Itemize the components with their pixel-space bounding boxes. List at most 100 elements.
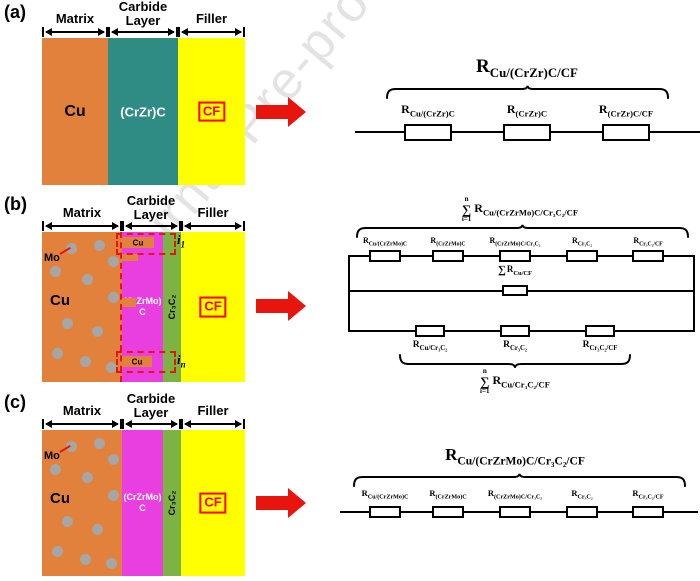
double-arrow-icon xyxy=(42,27,108,37)
resistor-box xyxy=(566,506,598,518)
mo-particle xyxy=(94,438,105,449)
resistor-box xyxy=(369,506,401,518)
mo-particle xyxy=(50,464,61,475)
resistor-box xyxy=(632,506,664,518)
double-arrow-icon xyxy=(42,221,122,231)
double-arrow-icon xyxy=(108,27,178,37)
resistor-box xyxy=(404,124,452,141)
resistor-box xyxy=(432,250,464,262)
interface-label-i1: i1 xyxy=(177,232,186,250)
cf-label-c: CF xyxy=(199,492,227,514)
flow-arrow-icon xyxy=(256,291,306,321)
sum-expression-mid: ∑ RCu/CF xyxy=(455,264,575,277)
cu-label-b: Cu xyxy=(50,292,70,309)
mo-particle xyxy=(62,516,73,527)
sigma-icon: ∑ xyxy=(497,264,506,277)
cf-label-a: CF xyxy=(197,101,226,122)
resistor-label: R(CrZr)C/CF xyxy=(598,102,654,119)
mo-particle xyxy=(108,256,119,267)
cu-finger-top: Cu xyxy=(122,237,154,248)
resistor-box xyxy=(500,325,530,337)
brace xyxy=(399,354,631,368)
header-carbide-b: Carbide Layer xyxy=(126,193,176,223)
carbide-label-a: (CrZr)C xyxy=(120,104,166,119)
mo-particle xyxy=(94,240,105,251)
mo-particle xyxy=(108,490,119,501)
resistor-label: RCu/Cr₃C₂ xyxy=(412,340,448,352)
sum-resistance-label: RCu/(CrZrMo)C/Cr₃C₂/CF xyxy=(474,201,579,218)
mo-particle xyxy=(52,348,63,359)
brace xyxy=(353,473,686,487)
mo-particle xyxy=(106,362,117,373)
mo-particle xyxy=(92,524,103,535)
carbide-label-c: (CrZrMo) C xyxy=(123,492,162,513)
flow-arrow-icon xyxy=(256,488,306,518)
sum-expression-bottom: n ∑ i=1 RCu/Cr₃C₂/CF xyxy=(395,368,635,395)
cr3c2-strip-b: Cr₃C₂ xyxy=(163,232,181,382)
resistor-box xyxy=(415,325,445,337)
header-filler-a: Filler xyxy=(195,11,228,26)
filler-block-b: CF xyxy=(181,232,245,382)
panel-c-label: (c) xyxy=(4,392,26,412)
double-arrow-icon xyxy=(181,221,245,231)
mo-label-c: Mo xyxy=(44,450,60,462)
header-matrix-a: Matrix xyxy=(55,11,95,26)
resistor-box xyxy=(632,250,664,262)
resistor-box xyxy=(602,124,650,141)
mo-particle xyxy=(50,266,61,277)
circuit-title-c: RCu/(CrZrMo)C/Cr₃C₂/CF xyxy=(445,445,585,468)
resistor-box xyxy=(499,506,531,518)
cu-finger-bottom: Cu xyxy=(122,356,152,367)
cu-finger xyxy=(122,254,138,261)
resistor-box xyxy=(585,325,615,337)
resistor-box xyxy=(432,506,464,518)
resistor-box xyxy=(566,250,598,262)
sigma-icon: n ∑ i=1 xyxy=(480,367,490,395)
panel-b-label: (b) xyxy=(4,194,27,214)
cu-finger xyxy=(122,298,136,307)
brace xyxy=(386,85,669,99)
header-filler-c: Filler xyxy=(197,403,229,418)
double-arrow-icon xyxy=(122,419,181,429)
sum-resistance-label: RCu/CF xyxy=(506,264,533,277)
mo-particle xyxy=(80,356,91,367)
filler-block-a: CF xyxy=(178,38,245,185)
sum-expression-top: n ∑ i=1 RCu/(CrZrMo)C/Cr₃C₂/CF xyxy=(380,196,660,223)
carbide-block-a: (CrZr)C xyxy=(108,38,178,185)
resistor-label: R(CrZrMo)C/Cr₃C₂ xyxy=(489,236,541,248)
mo-particle xyxy=(80,554,91,565)
mo-particle xyxy=(66,441,77,452)
interface-dash-box-top xyxy=(116,233,176,255)
resistor-label: RCr₃C₂/CF xyxy=(582,340,618,352)
mo-particle xyxy=(82,472,93,483)
resistor-label: RCr₃C₂ xyxy=(571,236,593,248)
double-arrow-icon xyxy=(181,419,245,429)
mo-particle xyxy=(66,243,77,254)
mo-particle xyxy=(52,546,63,557)
header-filler-b: Filler xyxy=(197,205,229,220)
carbide-label-b: (CrZrMo) C xyxy=(123,296,162,317)
cr3c2-label-c: Cr₃C₂ xyxy=(167,490,177,516)
matrix-block-a: Cu xyxy=(42,38,108,185)
resistor-label: R(CrZr)C xyxy=(506,102,548,119)
resistor-label: R(CrZrMo)C xyxy=(429,488,467,501)
double-arrow-icon xyxy=(122,221,181,231)
brace xyxy=(356,224,689,238)
mo-label-b: Mo xyxy=(44,252,60,264)
mo-particle xyxy=(108,454,119,465)
matrix-label-a: Cu xyxy=(64,102,86,120)
panel-a-label: (a) xyxy=(4,2,26,22)
wire xyxy=(693,255,695,332)
header-matrix-c: Matrix xyxy=(62,403,102,418)
resistor-label: RCr₃C₂/CF xyxy=(632,488,664,501)
interface-dash-box-bottom xyxy=(116,351,176,373)
resistor-box xyxy=(503,124,551,141)
resistor-label: RCu/(CrZrMo)C xyxy=(362,236,408,248)
mo-particle xyxy=(82,274,93,285)
resistor-label: RCu/(CrZr)C xyxy=(401,102,455,119)
resistor-box xyxy=(499,250,531,262)
resistor-box xyxy=(369,250,401,262)
resistor-box xyxy=(502,285,528,296)
carbide-block-c: (CrZrMo) C xyxy=(122,430,163,576)
